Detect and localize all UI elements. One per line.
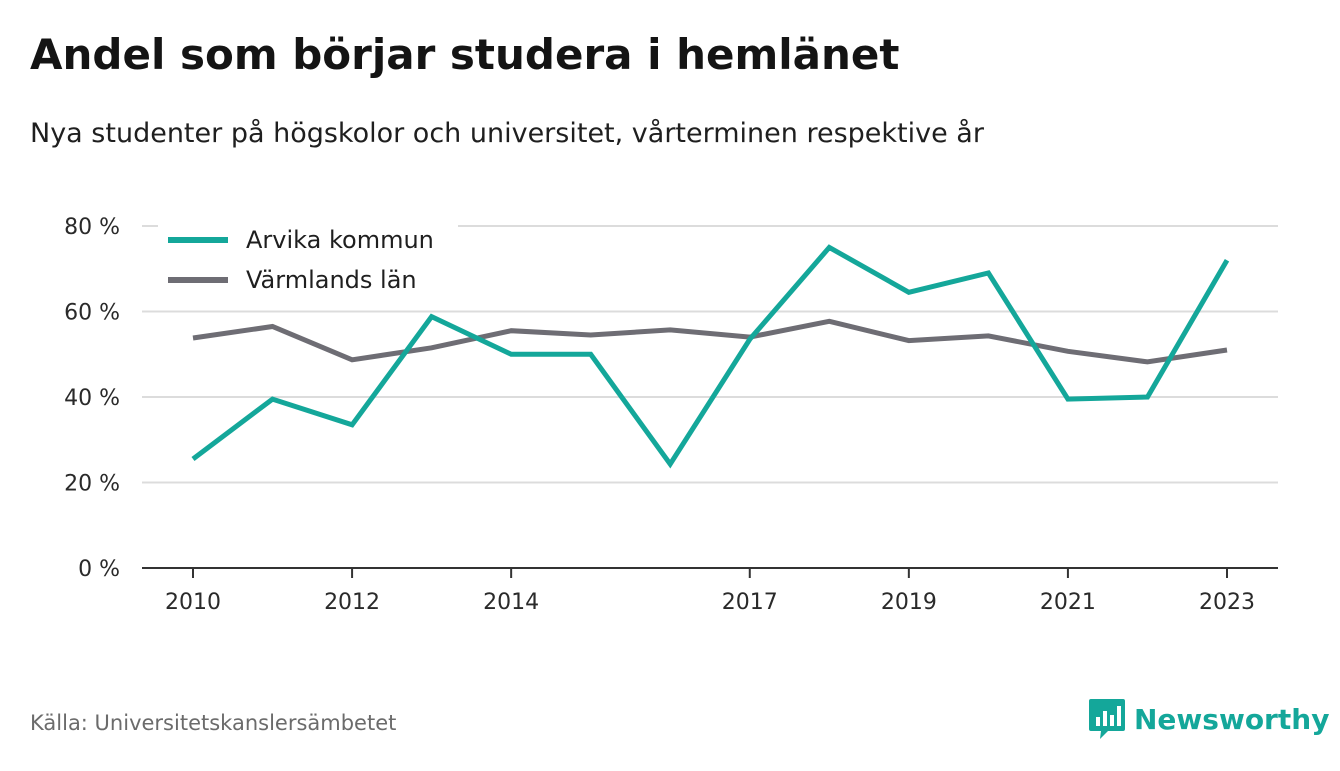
series-lines — [191, 244, 1230, 469]
legend: Arvika kommun Värmlands län — [158, 216, 458, 302]
x-tick-label: 2023 — [1199, 590, 1255, 615]
x-tick-label: 2017 — [722, 590, 778, 615]
legend-background — [158, 216, 458, 302]
x-axis: 2010 2012 2014 2017 2019 2021 2023 — [142, 567, 1278, 615]
y-tick-label: 80 % — [64, 215, 120, 240]
chart-title: Andel som börjar studera i hemlänet — [30, 30, 900, 79]
newsworthy-logo-icon — [1089, 699, 1125, 739]
series-line-varmlands-lan — [192, 318, 1228, 365]
series-line-arvika-kommun — [191, 244, 1230, 469]
y-axis-tick-labels: 0 % 20 % 40 % 60 % 80 % — [64, 215, 120, 582]
y-tick-label: 60 % — [64, 301, 120, 326]
x-tick-label: 2014 — [483, 590, 539, 615]
x-tick-label: 2021 — [1040, 590, 1096, 615]
y-tick-label: 0 % — [78, 557, 120, 582]
y-tick-label: 20 % — [64, 472, 120, 497]
x-tick-label: 2012 — [324, 590, 380, 615]
legend-label: Värmlands län — [246, 266, 417, 294]
source-note: Källa: Universitetskanslersämbetet — [30, 711, 397, 735]
brand: Newsworthy — [1088, 697, 1329, 741]
chart-subtitle: Nya studenter på högskolor och universit… — [30, 118, 984, 149]
brand-name: Newsworthy — [1134, 702, 1330, 736]
legend-label: Arvika kommun — [246, 226, 434, 254]
x-tick-label: 2019 — [881, 590, 937, 615]
y-tick-label: 40 % — [64, 386, 120, 411]
x-tick-label: 2010 — [165, 590, 221, 615]
